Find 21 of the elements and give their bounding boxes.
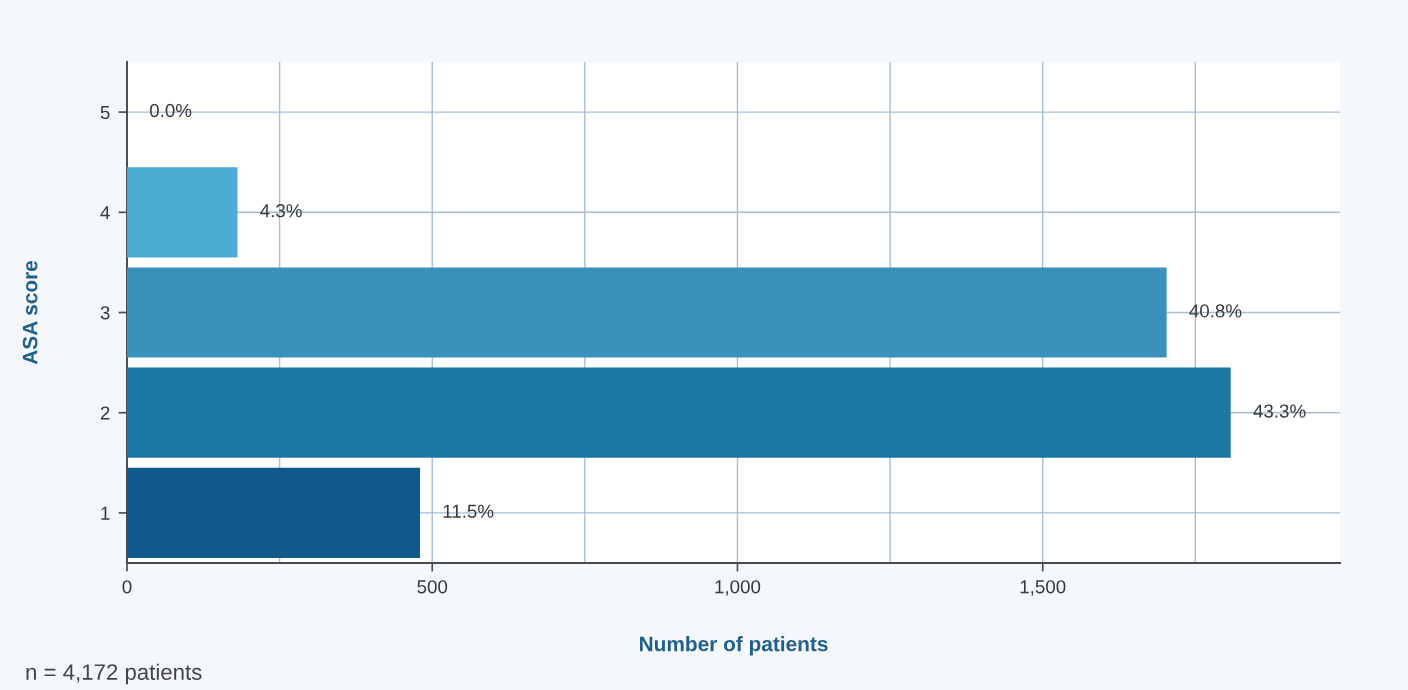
- y-tick-label: 1: [101, 506, 110, 520]
- y-axis-title: ASA score: [22, 260, 38, 365]
- x-tick-label: 1,500: [1020, 580, 1066, 596]
- bar: [127, 167, 238, 258]
- x-tick-label: 0: [122, 580, 132, 594]
- y-tick-label: 3: [100, 306, 110, 320]
- annotation: 0.0%: [149, 103, 192, 118]
- bar: [127, 367, 1231, 458]
- x-tick-label: 1,000: [715, 580, 761, 596]
- bar: [127, 267, 1167, 358]
- y-tick-label: 4: [100, 206, 110, 220]
- annotation: 11.5%: [443, 504, 494, 518]
- x-axis-title: Number of patients: [639, 636, 828, 656]
- annotation: 43.3%: [1253, 404, 1306, 418]
- bar: [127, 467, 421, 558]
- y-tick-label: 2: [100, 406, 110, 420]
- text: n = 4,172 patients: [26, 663, 202, 685]
- y-tick-label: 5: [100, 105, 110, 120]
- x-tick-label: 500: [417, 580, 448, 594]
- annotation: 40.8%: [1189, 304, 1242, 318]
- annotation: 4.3%: [260, 204, 302, 218]
